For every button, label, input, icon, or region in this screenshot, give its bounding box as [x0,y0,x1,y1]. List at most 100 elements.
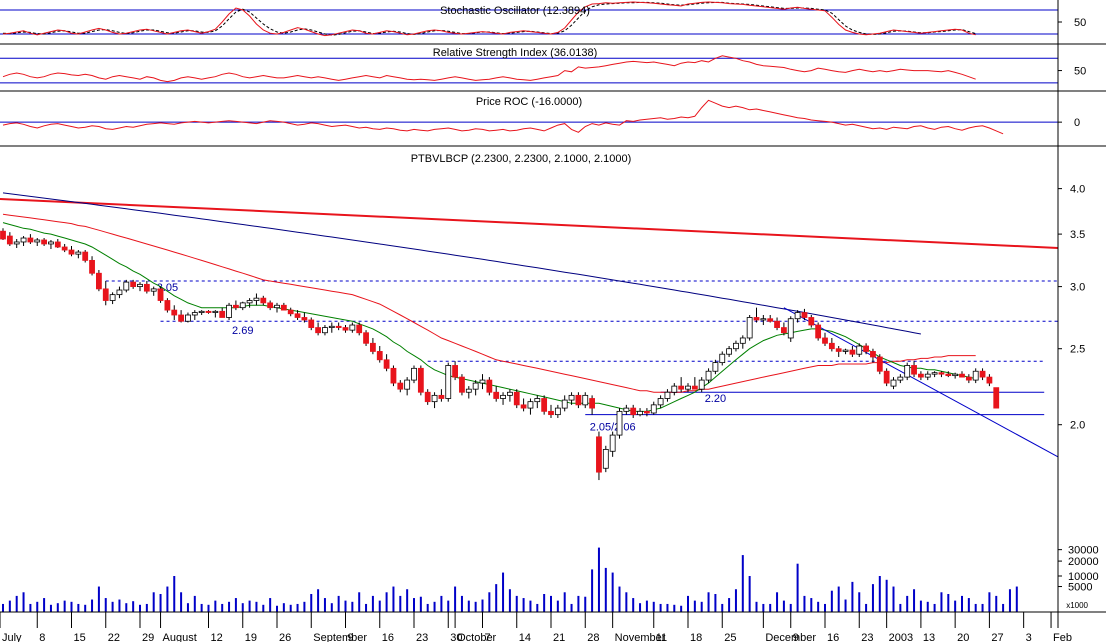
candle [561,395,568,412]
candle [226,302,232,320]
price-y-tick-label-0: 4.0 [1070,184,1085,196]
candle-body-up [239,302,246,309]
volume-bar [63,600,66,612]
candle [82,250,89,263]
volume-bar [152,592,155,612]
candle [438,389,445,402]
volume-bar [22,592,25,612]
candle [328,322,335,333]
candle-body-down [219,310,226,318]
volume-bar [515,595,518,612]
x-tick-label-24: 9 [793,632,799,642]
candle-body-down [102,288,109,301]
panel-frames [0,0,1106,628]
volume-bar [365,603,368,612]
candle-body-down [0,230,6,240]
candle-body-up [116,289,123,296]
candle [698,377,705,393]
candle [493,386,500,402]
candle [808,315,815,328]
candle [534,395,541,409]
candle-body-up [226,304,232,318]
candle [616,408,623,439]
volume-bar [550,595,552,612]
price-plot: 3.052.692.202.05/2.06 [0,192,1059,481]
candle [650,401,657,415]
x-tick-label-31: 3 [1026,632,1032,642]
volume-bar [556,600,559,612]
volume-bar [796,563,799,612]
candle-body-down [870,351,876,358]
candle [890,377,897,390]
candle-body-down [205,310,212,313]
candle-body-up [609,434,616,452]
volume-bar [639,603,642,612]
candle [644,408,650,417]
candle-body-down [143,283,150,292]
roc-line [2,99,1004,135]
candle-body-down [520,404,527,409]
candle-body-down [41,239,47,245]
candle [68,245,75,257]
volume-bar [344,600,347,612]
volume-bar [1002,603,1005,612]
candle-body-down [390,367,397,384]
volume-bar [495,584,498,612]
candle [486,377,493,396]
volume-bar [406,589,409,612]
x-tick-label-0: July [2,632,22,642]
candle [575,392,582,409]
volume-bar [29,603,32,612]
candle-body-down [828,342,835,350]
candle [150,286,157,296]
candle [191,310,198,320]
candle [897,374,904,384]
volume-bar [200,603,203,612]
volume-bar [666,603,669,612]
volume-bar [803,595,806,612]
x-tick-label-5: August [163,632,197,642]
candle-body-down [589,398,595,409]
candle [938,371,945,378]
volume-bar [824,603,826,612]
candle-body-down [287,309,294,315]
candle [657,395,664,409]
candle-body-down [157,288,164,301]
candle-body-down [945,373,952,377]
volume-bar [419,596,422,612]
candle-body-down [171,309,178,316]
candle-body-down [993,387,1000,409]
candle-body-up [506,391,513,396]
stochastic-panel: Stochastic Oscillator (12.3894) 50 [0,1,1086,37]
candle [691,377,698,390]
candle-body-up [897,376,904,381]
candle-body-up [952,373,959,377]
candle-body-up [246,300,253,304]
volume-bar [282,603,285,612]
candle [390,365,397,387]
candle-body-up [534,398,541,403]
candle [589,395,595,415]
x-tick-label-11: 16 [382,632,394,642]
roc-y-axis: 0 [1058,117,1080,129]
candle [801,308,808,320]
volume-y-tick-label-3: 5000 [1068,582,1092,594]
candle-body-up [561,399,568,409]
candle-body-down [6,235,13,245]
candle-body-up [328,325,335,328]
volume-bar [687,595,689,612]
candle [952,372,959,379]
volume-bar [467,600,470,612]
candle-body-up [972,370,979,381]
volume-bar [125,603,128,612]
candle-body-down [424,391,431,403]
candle-body-down [397,382,404,390]
volume-bar [906,595,909,612]
candle-body-up [123,281,130,291]
candle [548,404,554,418]
candle-body-down [781,327,787,334]
price-sma-very-long-line [0,198,1058,249]
